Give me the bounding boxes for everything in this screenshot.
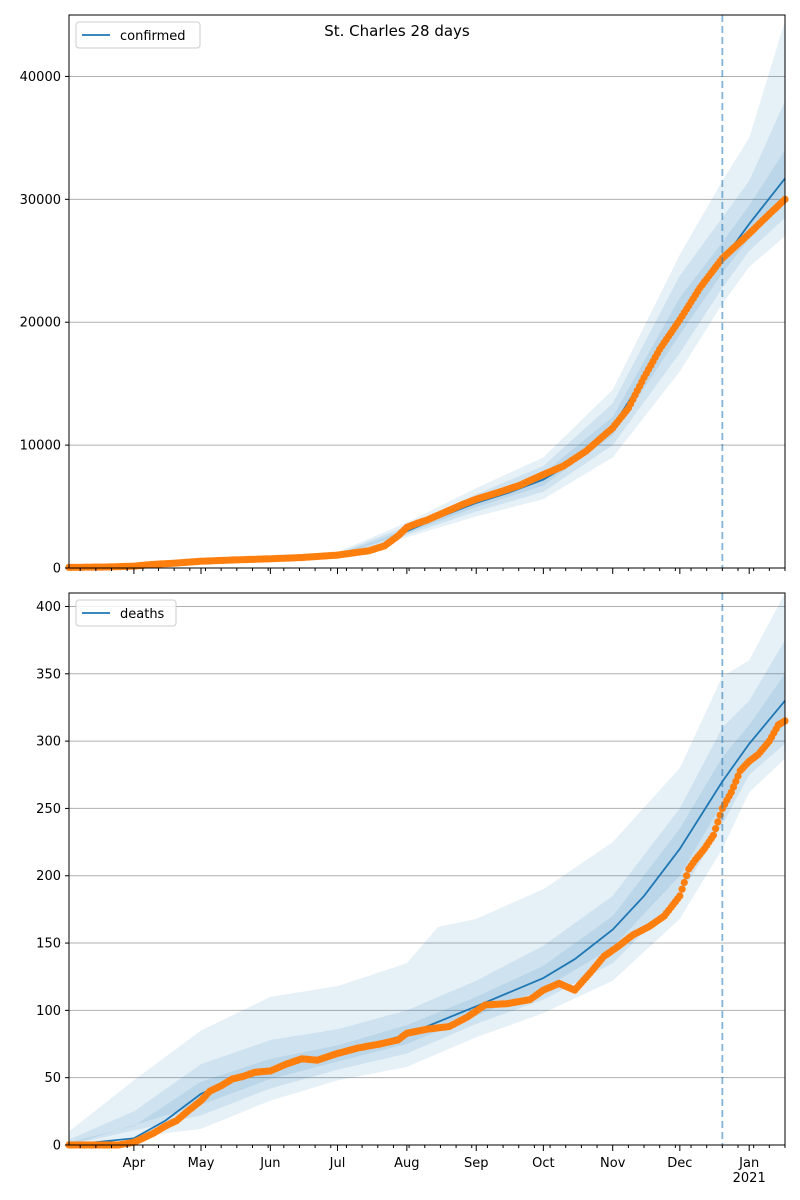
confidence-band xyxy=(69,673,785,1145)
x-tick-label: Jun xyxy=(259,1156,280,1171)
x-tick-label: 2021 xyxy=(733,1171,766,1186)
x-tick-label: Jan xyxy=(738,1156,759,1171)
observed-point xyxy=(712,825,720,833)
chart-title: St. Charles 28 days xyxy=(324,22,470,40)
legend-box xyxy=(75,21,201,49)
x-tick-label: Aug xyxy=(394,1156,419,1171)
y-tick-label: 50 xyxy=(44,1071,61,1086)
legend-box xyxy=(75,599,177,627)
y-tick-label: 300 xyxy=(36,735,61,750)
y-tick-label: 0 xyxy=(53,1139,61,1154)
x-tick-label: May xyxy=(188,1156,215,1171)
x-tick-label: Apr xyxy=(123,1156,146,1171)
observed-point xyxy=(714,818,722,826)
legend-label: confirmed xyxy=(120,29,186,44)
observed-point xyxy=(732,777,740,786)
observed-point xyxy=(678,885,686,893)
x-tick-label: Oct xyxy=(532,1156,554,1171)
legend: confirmed xyxy=(75,21,201,49)
y-tick-label: 40000 xyxy=(20,70,61,85)
observed-point xyxy=(729,783,738,791)
y-tick-label: 400 xyxy=(36,600,61,615)
observed-point xyxy=(709,831,718,839)
x-tick-label: Jul xyxy=(329,1156,346,1171)
y-tick-label: 150 xyxy=(36,937,61,952)
y-tick-label: 10000 xyxy=(20,439,61,454)
y-tick-label: 30000 xyxy=(20,193,61,208)
model-line xyxy=(68,700,786,1146)
y-tick-label: 200 xyxy=(36,869,61,884)
deaths-panel: 0 50 100 150 200 250 300 350 400 Apr May Jun Jul Aug S… xyxy=(36,592,789,1186)
observed-point xyxy=(727,788,735,796)
confirmed-panel: 0 10000 20000 30000 40000 confirmed xyxy=(20,14,789,577)
observed-point xyxy=(680,878,688,887)
x-tick-label: Dec xyxy=(667,1156,692,1171)
y-tick-label: 0 xyxy=(53,562,61,577)
legend: deaths xyxy=(75,599,177,627)
confidence-band xyxy=(69,593,785,1145)
observed-point xyxy=(683,872,691,880)
observed-point xyxy=(734,772,742,780)
axes-frame xyxy=(68,14,786,569)
axes-frame xyxy=(68,592,786,1146)
legend-label: deaths xyxy=(120,607,165,622)
x-tick-label: Sep xyxy=(464,1156,489,1171)
y-tick-label: 350 xyxy=(36,667,61,682)
x-tick-label: Nov xyxy=(600,1156,626,1171)
confidence-band xyxy=(69,640,785,1145)
y-tick-label: 100 xyxy=(36,1004,61,1019)
observed-point xyxy=(676,892,684,900)
y-tick-label: 20000 xyxy=(20,316,61,331)
y-tick-label: 250 xyxy=(36,802,61,817)
